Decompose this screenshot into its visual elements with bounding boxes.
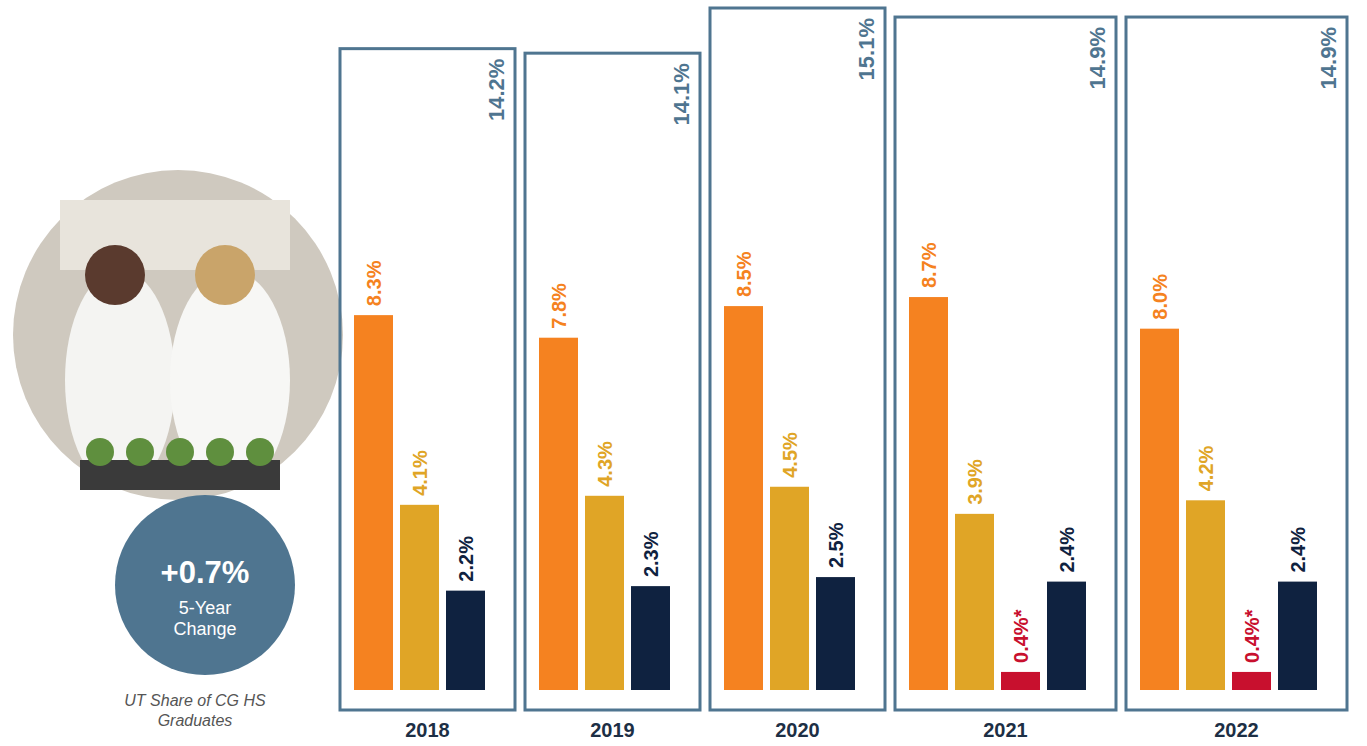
bar — [446, 591, 485, 690]
data-label: 4.1% — [409, 450, 431, 496]
total-outline — [1126, 17, 1347, 710]
photo-head — [85, 245, 145, 305]
bar — [1047, 582, 1086, 690]
photo — [13, 170, 343, 500]
photo-head — [195, 245, 255, 305]
total-label: 14.2% — [484, 59, 509, 121]
data-label: 8.7% — [918, 242, 940, 288]
photo-plant — [206, 438, 234, 466]
data-label: 4.2% — [1195, 446, 1217, 492]
total-label: 14.9% — [1085, 27, 1110, 89]
total-label: 15.1% — [854, 18, 879, 80]
bar — [400, 505, 439, 690]
callout: +0.7% 5-YearChange — [115, 495, 295, 675]
callout-value: +0.7% — [161, 555, 250, 590]
callout-text: 5-YearChange — [173, 598, 236, 639]
bar — [1278, 582, 1317, 690]
bar — [1001, 672, 1040, 690]
bar — [1186, 500, 1225, 690]
photo-plant — [166, 438, 194, 466]
data-label: 0.4%* — [1241, 609, 1263, 663]
total-outline — [710, 8, 885, 710]
photo-circle — [13, 170, 343, 500]
data-label: 2.2% — [455, 536, 477, 582]
total-label: 14.9% — [1316, 27, 1341, 89]
category-label: 2019 — [590, 719, 635, 741]
data-label: 0.4%* — [1010, 609, 1032, 663]
callout-circle — [115, 495, 295, 675]
photo-plant — [126, 438, 154, 466]
data-label: 8.3% — [363, 260, 385, 306]
total-outline — [895, 17, 1116, 710]
category-label: 2021 — [983, 719, 1028, 741]
bar — [631, 586, 670, 690]
bar — [724, 306, 763, 690]
bar — [909, 297, 948, 690]
bar — [354, 315, 393, 690]
bar — [585, 496, 624, 690]
data-label: 2.3% — [640, 531, 662, 577]
photo-plant — [86, 438, 114, 466]
data-label: 7.8% — [548, 283, 570, 329]
data-label: 2.4% — [1056, 527, 1078, 573]
caption: UT Share of CG HSGraduates — [124, 692, 266, 729]
chart: 14.2% 8.3% 4.1% 2.2% 2018 14.1% 7.8% 4.3% 2.3% 20… — [0, 0, 1367, 746]
bar — [816, 577, 855, 690]
bar — [1140, 329, 1179, 690]
category-label: 2018 — [405, 719, 450, 741]
data-label: 8.5% — [733, 251, 755, 297]
bar — [955, 514, 994, 690]
data-label: 3.9% — [964, 459, 986, 505]
plot-area — [340, 8, 1347, 710]
bar — [539, 338, 578, 690]
labels: 14.2% 8.3% 4.1% 2.2% 2018 14.1% 7.8% 4.3% 2.3% 20… — [363, 18, 1341, 741]
data-label: 8.0% — [1149, 274, 1171, 320]
bar — [1232, 672, 1271, 690]
category-label: 2022 — [1214, 719, 1259, 741]
photo-plant — [246, 438, 274, 466]
bar — [770, 487, 809, 690]
data-label: 2.4% — [1287, 527, 1309, 573]
total-outline — [340, 49, 515, 710]
total-outline — [525, 53, 700, 710]
data-label: 2.5% — [825, 522, 847, 568]
data-label: 4.3% — [594, 441, 616, 487]
category-label: 2020 — [775, 719, 820, 741]
total-label: 14.1% — [669, 63, 694, 125]
data-label: 4.5% — [779, 432, 801, 478]
